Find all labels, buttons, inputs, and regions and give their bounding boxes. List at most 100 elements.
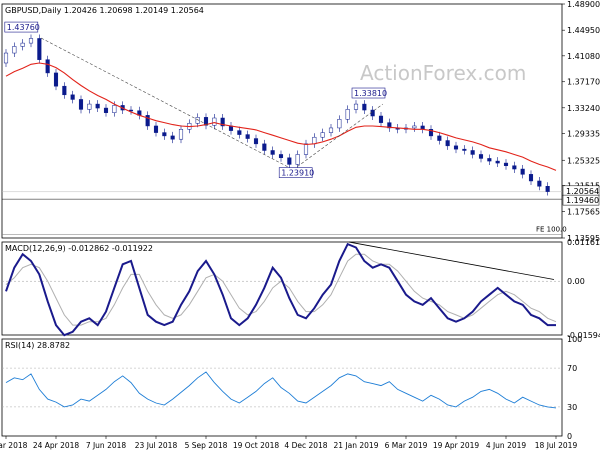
macd-ytick-label: 0.00 <box>567 277 585 286</box>
macd-panel-frame <box>1 241 563 336</box>
candle-body <box>528 174 534 182</box>
candle-body <box>512 165 517 170</box>
candle-body <box>245 134 250 139</box>
rsi-ytick-label: 30 <box>567 403 577 412</box>
candle-body <box>203 117 209 126</box>
xtick-label: 19 Oct 2018 <box>233 441 280 450</box>
xtick-label: 4 Jun 2019 <box>486 441 527 450</box>
candle-body <box>370 109 375 117</box>
candle-body <box>20 42 25 47</box>
fe-label: FE 100.0 <box>536 226 567 234</box>
macd-ytick-label: -0.015949 <box>567 331 600 340</box>
price-panel-frame <box>1 3 563 239</box>
candle-body <box>487 158 492 162</box>
candle-body <box>145 115 150 127</box>
price-ytick-label: 1.37170 <box>567 78 600 87</box>
rsi-ytick-label: 0 <box>567 432 572 441</box>
price-ytick-label: 1.48900 <box>567 0 600 9</box>
price-annotation-box <box>351 87 386 99</box>
candle-body <box>278 154 284 159</box>
price-annotation-box <box>4 21 39 33</box>
rsi-ytick-label: 70 <box>567 364 577 373</box>
price-ytick-label: 1.13595 <box>567 234 600 243</box>
candle-body <box>545 186 550 192</box>
candle-body <box>337 119 342 129</box>
candle-body <box>95 103 100 109</box>
candle-body <box>45 59 50 74</box>
xtick-label: 7 Jun 2018 <box>86 441 127 450</box>
candle-body <box>195 117 200 124</box>
candle-body <box>62 85 67 96</box>
candle-body <box>428 129 434 137</box>
candle-body <box>495 160 500 164</box>
candle-body <box>37 38 42 60</box>
level-price-box <box>562 194 600 206</box>
price-ytick-label: 1.25325 <box>567 156 600 165</box>
candle-body <box>320 132 325 138</box>
xtick-label: 24 Apr 2018 <box>33 441 80 450</box>
price-annotation-label: 1.23910 <box>281 169 314 178</box>
candle-body <box>353 103 359 110</box>
candle-body <box>453 145 459 150</box>
candle-body <box>112 105 117 113</box>
candle-body <box>462 148 467 151</box>
candle-body <box>345 109 350 120</box>
xtick-label: 19 Apr 2019 <box>433 441 480 450</box>
candle-body <box>220 117 225 127</box>
xtick-label: 6 Mar 2019 <box>385 441 428 450</box>
candle-body <box>3 52 9 64</box>
candle-body <box>470 150 475 155</box>
candle-body <box>445 140 450 147</box>
candle-body <box>12 46 17 54</box>
macd-ytick-label: 0.011619 <box>567 238 600 247</box>
candle-body <box>312 136 317 145</box>
candle-body <box>28 38 34 44</box>
candle-body <box>237 130 242 135</box>
candle-body <box>412 125 417 129</box>
moving-average-line <box>5 62 557 171</box>
xtick-label: 18 Jul 2019 <box>535 441 578 450</box>
candle-body <box>270 150 275 155</box>
candle-body <box>103 107 109 113</box>
price-ytick-label: 1.29335 <box>567 130 600 139</box>
price-ytick-label: 1.41080 <box>567 52 600 61</box>
candle-body <box>437 135 442 141</box>
price-ytick-label: 1.17565 <box>567 208 600 217</box>
macd-trendline <box>349 241 555 280</box>
candle-body <box>387 122 392 129</box>
price-annotation-box <box>278 167 313 178</box>
candle-body <box>503 162 509 166</box>
candle-body <box>162 132 167 137</box>
price-annotation-label: 1.33810 <box>354 89 387 98</box>
candle-body <box>253 138 259 145</box>
xtick-label: 23 Jul 2018 <box>135 441 178 450</box>
price-ytick-label: 1.44950 <box>567 26 600 35</box>
candle-body <box>53 72 59 87</box>
candle-body <box>87 103 92 110</box>
candle-body <box>478 154 484 159</box>
level-price-label: 1.19460 <box>566 196 599 205</box>
candle-body <box>520 168 525 175</box>
candle-body <box>378 115 384 123</box>
candle-body <box>262 143 267 151</box>
xtick-label: 21 Jan 2019 <box>334 441 379 450</box>
candle-body <box>537 180 542 187</box>
rsi-line <box>5 371 557 409</box>
macd-line <box>5 242 556 337</box>
candle-body <box>153 125 159 133</box>
current-price-label: 1.20564 <box>566 187 599 196</box>
candle-body <box>170 135 175 140</box>
trendline-dashed <box>41 37 294 170</box>
rsi-ytick-label: 100 <box>567 335 582 344</box>
candle-body <box>212 117 217 126</box>
candle-body <box>70 94 75 100</box>
candle-body <box>287 157 292 165</box>
candle-body <box>362 103 367 111</box>
candle-body <box>303 143 309 155</box>
candle-body <box>295 154 300 165</box>
price-title: GBPUSD,Daily 1.20426 1.20698 1.20149 1.2… <box>5 6 204 15</box>
candle-body <box>78 99 84 110</box>
candle-body <box>328 127 334 133</box>
